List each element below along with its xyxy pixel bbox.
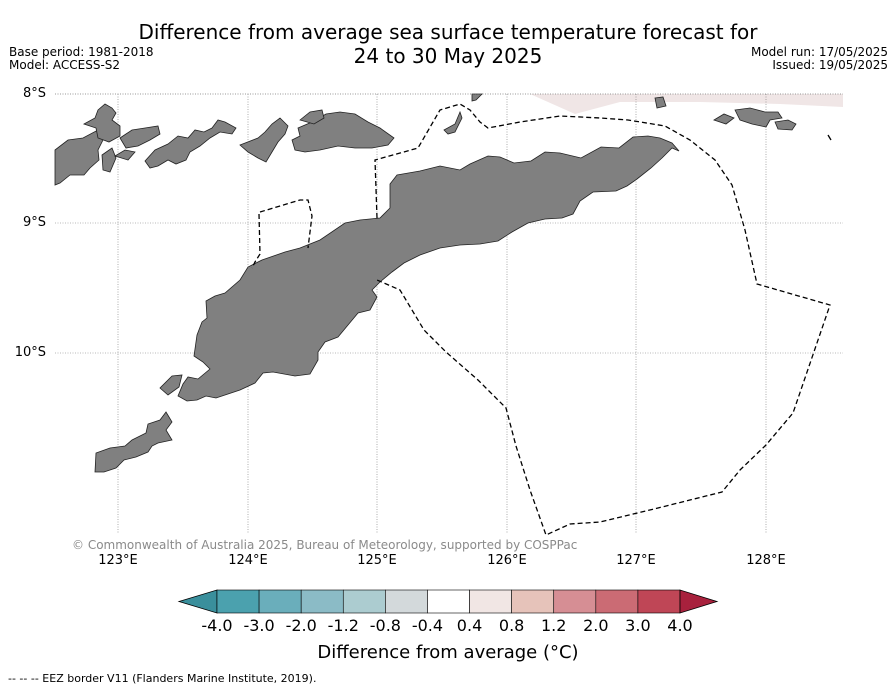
colorbar-extend-high <box>679 589 719 614</box>
islet-top <box>471 93 483 102</box>
colorbar-title: Difference from average (°C) <box>317 642 579 663</box>
colorbar-segment <box>637 589 681 614</box>
colorbar-tick-label: -3.0 <box>243 616 275 635</box>
colorbar-tick-label: 0.4 <box>456 616 483 635</box>
eez-footnote: -- -- -- EEZ border V11 (Flanders Marine… <box>8 672 317 685</box>
colorbar-tick-label: -1.2 <box>327 616 359 635</box>
lon-label-126e: 126°E <box>487 553 527 568</box>
atauro-island <box>443 110 463 135</box>
lat-label-9s: 9°S <box>22 215 46 230</box>
colorbar-segment <box>595 589 639 614</box>
colorbar-tick-label: 1.2 <box>540 616 567 635</box>
flores-islet-c <box>119 125 161 149</box>
eez-border <box>251 103 831 536</box>
colorbar-tick-label: -4.0 <box>201 616 233 635</box>
model-name: Model: ACCESS-S2 <box>9 58 121 72</box>
run-info: Model run: 17/05/2025 Issued: 19/05/2025 <box>751 46 888 72</box>
title-line-1: Difference from average sea surface temp… <box>138 20 758 44</box>
flores-islet-b <box>101 147 117 173</box>
eez-marks <box>827 134 832 141</box>
map-title: Difference from average sea surface temp… <box>0 20 896 68</box>
colorbar-segment <box>342 589 386 614</box>
alor-island-west <box>239 117 289 163</box>
wetar-islet-a <box>654 96 667 109</box>
base-period: Base period: 1981-2018 <box>9 45 154 59</box>
lat-label-8s: 8°S <box>22 86 46 101</box>
lat-label-10s: 10°S <box>14 345 46 360</box>
title-line-2: 24 to 30 May 2025 <box>353 44 543 68</box>
eez-border-outer <box>374 103 831 536</box>
colorbar-segment <box>216 589 260 614</box>
timor-island <box>177 135 680 402</box>
flores-islet-d <box>114 149 136 161</box>
colorbar-tick-label: 2.0 <box>583 616 609 635</box>
pantar-islet <box>299 109 325 125</box>
model-run: Model run: 17/05/2025 <box>750 45 888 59</box>
colorbar-segment <box>427 589 470 614</box>
lon-label-124e: 124°E <box>228 553 268 568</box>
lon-label-123e: 123°E <box>98 553 138 568</box>
sumba-west-island <box>54 129 104 186</box>
colorbar-segment <box>258 589 302 614</box>
wetar-islet-b <box>713 113 735 125</box>
flores-islet-a <box>83 103 121 143</box>
colorbar-segment <box>469 589 512 614</box>
colorbar-extend-low <box>177 589 218 614</box>
lon-label-127e: 127°E <box>616 553 656 568</box>
colorbar-tick-label: 0.8 <box>498 616 525 635</box>
colorbar-tick-label: -0.8 <box>369 616 401 635</box>
anomaly-shade-region <box>530 94 843 114</box>
lon-label-125e: 125°E <box>357 553 397 568</box>
wetar-islet-d <box>774 119 797 131</box>
colorbar <box>177 589 719 614</box>
colorbar-tick-label: 3.0 <box>625 616 651 635</box>
solor-island <box>144 119 237 169</box>
colorbar-tick-label: -0.4 <box>411 616 444 635</box>
issued-date: Issued: 19/05/2025 <box>772 58 888 72</box>
model-info: Base period: 1981-2018 Model: ACCESS-S2 <box>9 46 154 72</box>
colorbar-tick-label: 4.0 <box>667 616 693 635</box>
copyright-notice: © Commonwealth of Australia 2025, Bureau… <box>72 538 578 552</box>
rote-island <box>159 374 183 396</box>
colorbar-segment <box>300 589 344 614</box>
colorbar-segment <box>385 589 428 614</box>
sawu-island <box>94 411 173 473</box>
colorbar-segment <box>553 589 597 614</box>
wetar-islet-c <box>734 107 783 128</box>
eez-border-west <box>259 199 313 249</box>
colorbar-segment <box>511 589 555 614</box>
lon-label-128e: 128°E <box>746 553 786 568</box>
eez-border-west-2 <box>251 213 261 269</box>
colorbar-tick-label: -2.0 <box>285 616 317 635</box>
